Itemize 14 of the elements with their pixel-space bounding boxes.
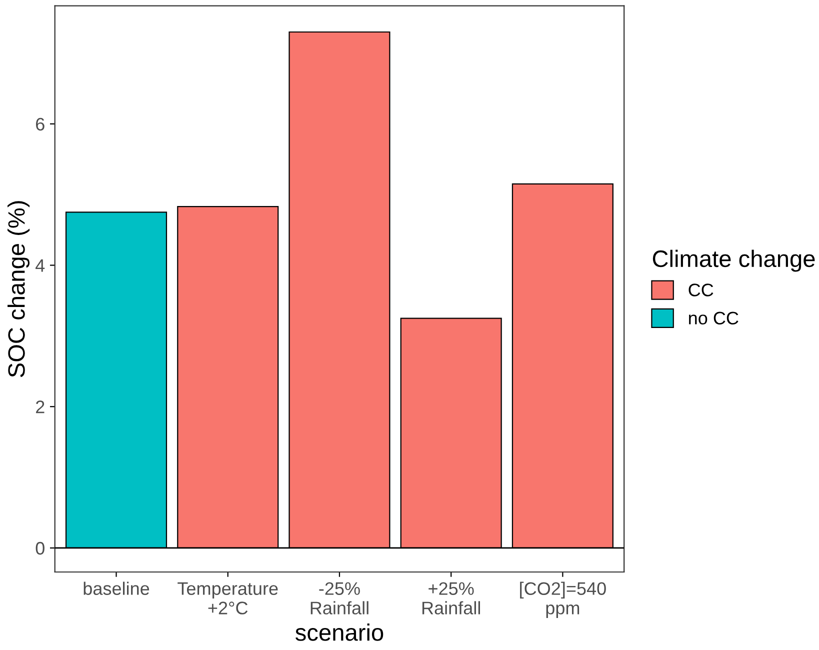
x-tick-label: +25% Rainfall <box>422 582 480 614</box>
legend-label: CC <box>688 284 714 296</box>
y-tick-label: 0 <box>36 542 44 555</box>
x-tick-label: [CO2]=540 ppm <box>520 582 606 618</box>
y-axis-title: SOC change (%) <box>8 201 30 378</box>
x-tick-label: baseline <box>84 582 150 595</box>
x-axis-title: scenario <box>296 624 384 641</box>
y-tick-label: 2 <box>36 400 44 414</box>
legend-title: Climate change <box>652 250 815 272</box>
x-tick-label: -25% Rainfall <box>310 582 368 614</box>
x-tick-label: Temperature +2°C <box>178 582 278 614</box>
y-tick-label: 6 <box>36 118 44 131</box>
legend-label: no CC <box>689 312 738 324</box>
y-tick-label: 4 <box>36 259 45 272</box>
